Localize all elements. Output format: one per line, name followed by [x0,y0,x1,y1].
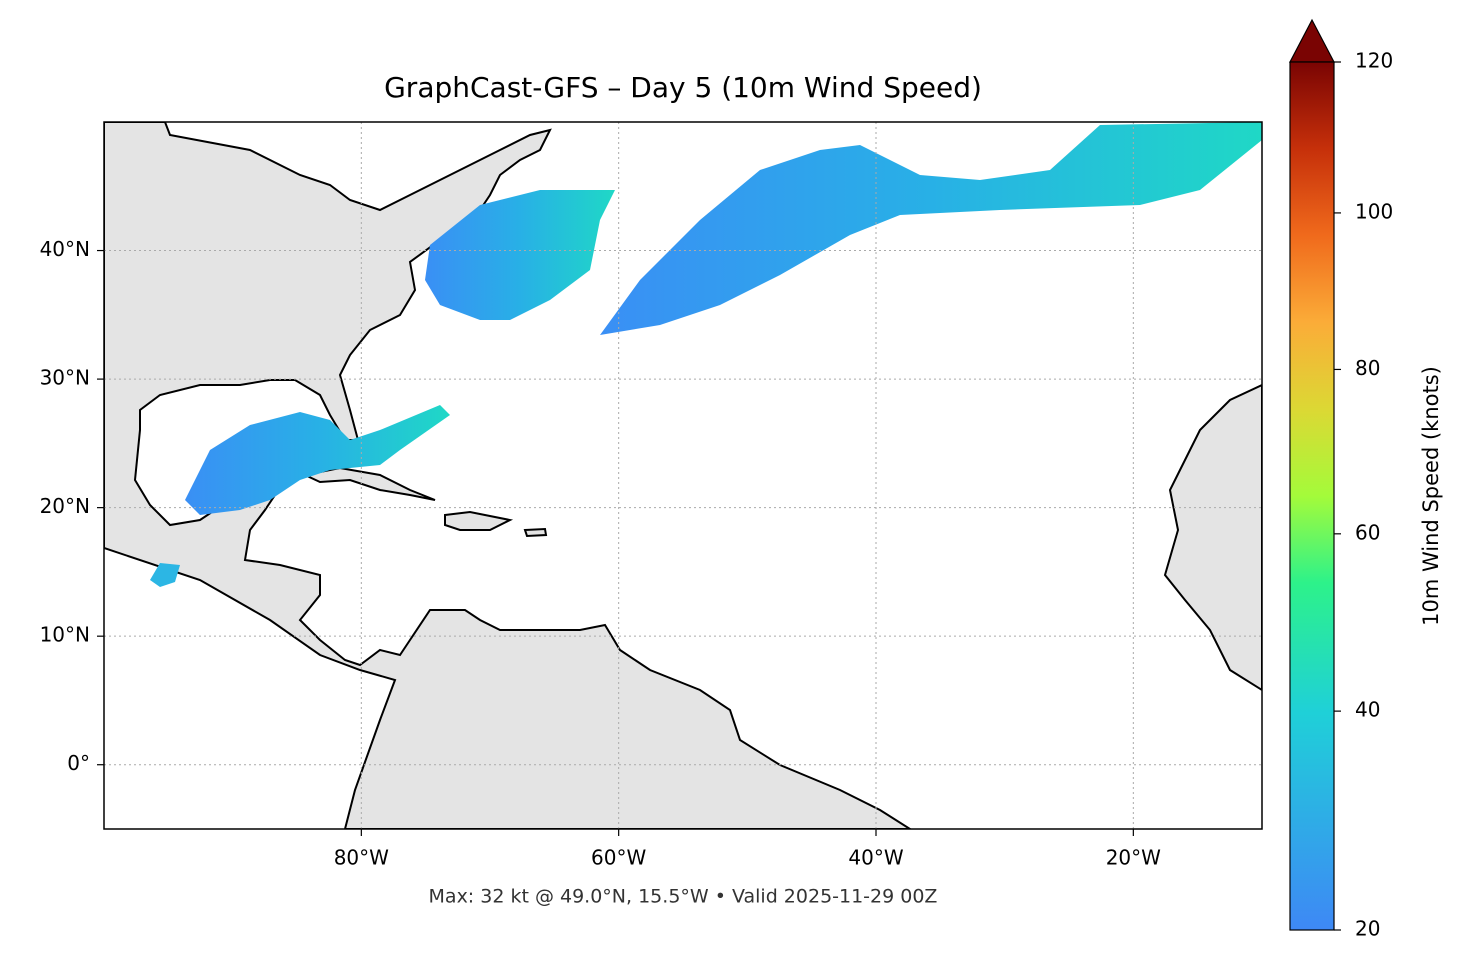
land-africa [1163,383,1262,692]
footer: Max: 32 kt @ 49.0°N, 15.5°W • Valid 2025… [429,886,938,908]
land-hispaniola [444,510,514,531]
y-tick-label: 20°N [40,494,90,518]
x-tick-label: 80°W [334,846,389,870]
colorbar-tick-label: 60 [1355,520,1380,544]
colorbar-label: 10m Wind Speed (knots) [1419,366,1443,626]
x-tick-label: 40°W [848,846,903,870]
axes-frame [103,121,1263,830]
wind-atlantic [600,122,1262,335]
colorbar-tick-label: 100 [1355,199,1393,223]
colorbar-tick-label: 120 [1355,49,1393,73]
y-tick-label: 40°N [40,237,90,261]
colorbar-tick-label: 40 [1355,698,1380,722]
land-puerto-rico [523,527,548,538]
title: GraphCast-GFS – Day 5 (10m Wind Speed) [384,71,982,104]
y-tick-label: 0° [67,751,90,775]
grid [104,122,1262,829]
colorbar [1289,61,1335,931]
land-cuba [301,466,436,501]
wind-northeast [425,190,615,320]
y-tick-label: 30°N [40,366,90,390]
colorbar-tick-label: 20 [1355,917,1380,941]
x-tick-label: 60°W [591,846,646,870]
colorbar-extend [1289,18,1335,63]
land-americas [104,122,912,829]
colorbar-tick-label: 80 [1355,356,1380,380]
y-tick-label: 10°N [40,623,90,647]
wind-gulf [185,405,450,515]
wind-pacific [150,563,180,587]
x-tick-label: 20°W [1106,846,1161,870]
map-area [104,122,1262,829]
